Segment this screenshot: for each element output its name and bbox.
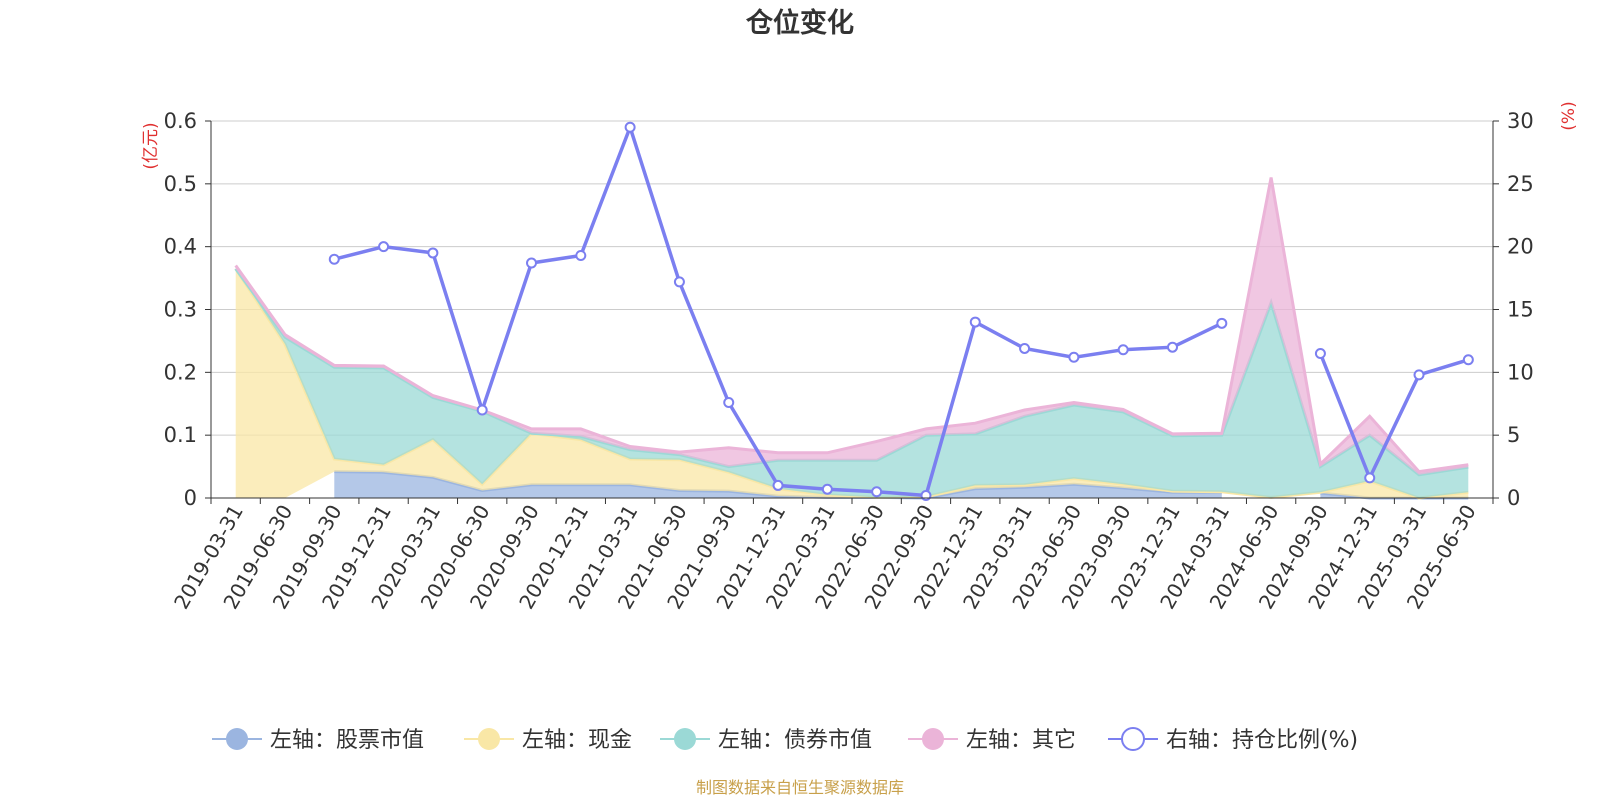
legend-item: 右轴：持仓比例(%) xyxy=(1108,727,1358,753)
legend-marker xyxy=(674,728,696,750)
left-axis-tick-label: 0.3 xyxy=(164,298,197,322)
legend: 左轴：股票市值 左轴：现金 左轴：债券市值 左轴：其它 右轴：持仓比例(%) xyxy=(212,727,1358,753)
legend-marker xyxy=(922,728,944,750)
area-series-2 xyxy=(235,268,1469,498)
ratio-point xyxy=(378,241,390,253)
right-axis-tick-label: 25 xyxy=(1507,172,1534,196)
right-axis-tick-label: 20 xyxy=(1507,235,1534,259)
ratio-line xyxy=(1318,352,1469,483)
ratio-point xyxy=(1314,347,1326,359)
ratio-point xyxy=(673,276,685,288)
ratio-point xyxy=(1216,317,1228,329)
right-axis-tick-label: 30 xyxy=(1507,109,1534,133)
ratio-point xyxy=(328,253,340,265)
ratio-point xyxy=(575,249,587,261)
area-edge-series-4 xyxy=(234,177,1469,474)
ratio-point xyxy=(1117,344,1129,356)
legend-label: 左轴：其它 xyxy=(966,728,1076,753)
legend-marker xyxy=(1121,727,1145,751)
ratio-point xyxy=(624,121,636,133)
ratio-point xyxy=(1068,351,1080,363)
area-series-1 xyxy=(334,471,1222,498)
ratio-point xyxy=(1019,342,1031,354)
stacked-area-layer xyxy=(234,177,1469,500)
right-axis-tick-label: 15 xyxy=(1507,298,1534,322)
legend-marker xyxy=(226,728,248,750)
legend-item: 左轴：现金 xyxy=(464,728,632,753)
left-axis-tick-label: 0.2 xyxy=(164,360,197,384)
legend-label: 左轴：债券市值 xyxy=(718,728,872,753)
right-axis-tick-label: 10 xyxy=(1507,360,1534,384)
legend-item: 左轴：股票市值 xyxy=(212,728,424,753)
ratio-line-layer xyxy=(328,121,1474,501)
ratio-point xyxy=(871,486,883,498)
left-axis-tick-label: 0.5 xyxy=(164,172,197,196)
legend-label: 左轴：股票市值 xyxy=(270,728,424,753)
right-axis-unit: (%) xyxy=(1559,101,1579,130)
left-axis-tick-label: 0.4 xyxy=(164,235,197,259)
area-series-4 xyxy=(235,177,1469,475)
ratio-point xyxy=(1167,341,1178,353)
right-axis-tick-label: 5 xyxy=(1507,423,1520,447)
legend-label: 右轴：持仓比例(%) xyxy=(1166,728,1358,753)
ratio-point xyxy=(1364,472,1376,484)
left-axis-tick-label: 0.1 xyxy=(164,423,197,447)
ratio-point xyxy=(723,396,735,408)
ratio-point xyxy=(772,479,784,491)
legend-item: 左轴：债券市值 xyxy=(660,728,872,753)
left-axis-unit: (亿元) xyxy=(141,122,161,169)
ratio-point xyxy=(526,257,537,269)
ratio-point xyxy=(969,316,981,328)
right-axis-tick-label: 0 xyxy=(1507,486,1520,510)
ratio-point xyxy=(427,247,439,259)
legend-marker xyxy=(478,728,500,750)
chart-title: 仓位变化 xyxy=(745,7,854,39)
ratio-point xyxy=(1462,354,1474,366)
legend-item: 左轴：其它 xyxy=(908,728,1076,753)
ratio-point xyxy=(1413,369,1425,381)
ratio-point xyxy=(920,489,932,501)
legend-label: 左轴：现金 xyxy=(522,728,632,753)
axis-layer: 00.10.20.30.40.50.60510152025302019-03-3… xyxy=(164,109,1534,613)
ratio-point xyxy=(821,483,833,495)
area-series-3 xyxy=(235,268,1469,498)
left-axis-tick-label: 0.6 xyxy=(164,109,197,133)
data-source-note: 制图数据来自恒生聚源数据库 xyxy=(696,778,904,797)
left-axis-tick-label: 0 xyxy=(184,486,197,510)
ratio-point xyxy=(476,404,488,416)
